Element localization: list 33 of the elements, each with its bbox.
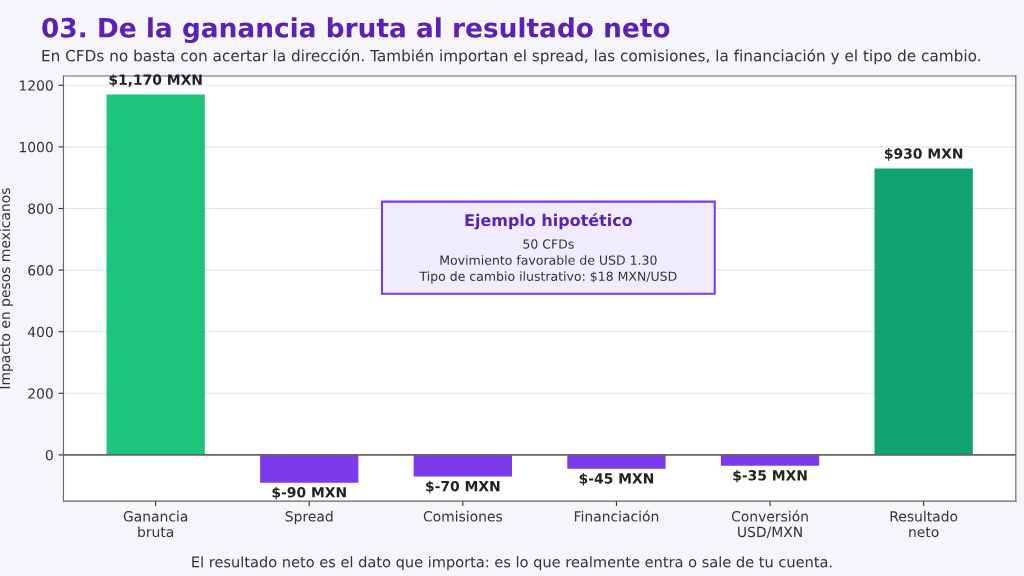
bar xyxy=(106,94,205,455)
x-tick-label: Spread xyxy=(285,510,333,525)
chart-subtitle: En CFDs no basta con acertar la dirección. También importan el spread, las comisiones, la financiación y el tipo de cambio. xyxy=(42,48,980,65)
annotation: Ejemplo hipotético xyxy=(465,213,632,230)
y-tick-label: 0 xyxy=(45,449,53,461)
data-label: $-90 MXN xyxy=(272,486,346,500)
bar xyxy=(413,454,512,477)
y-tick-label: 800 xyxy=(28,203,53,214)
y-tick-label: 400 xyxy=(27,326,53,338)
data-label: $-70 MXN xyxy=(426,480,500,494)
x-tick-label: Ganancia bruta xyxy=(123,510,188,538)
annotation: Movimiento favorable de USD 1.30 xyxy=(440,255,657,265)
chart-title: 03. De la ganancia bruta al resultado neto xyxy=(42,17,670,44)
y-axis-title: Impacto en pesos mexicanos xyxy=(0,188,13,389)
bar xyxy=(260,454,359,483)
text: El resultado neto es el dato que importa: es lo que realmente entra o sale de tu cuenta. xyxy=(192,556,832,571)
y-tick-label: 200 xyxy=(28,388,53,399)
x-tick-label: Resultado neto xyxy=(890,510,958,538)
data-label: $1,170 MXN xyxy=(109,74,202,87)
y-tick-label: 1200 xyxy=(19,80,53,91)
x-tick-label: Comisiones xyxy=(423,510,503,522)
bar xyxy=(874,168,973,455)
x-tick-label: Conversión USD/MXN xyxy=(731,510,808,539)
y-tick-label: 600 xyxy=(28,265,53,276)
x-tick-label: Financiación xyxy=(574,510,659,522)
annotation: 50 CFDs xyxy=(523,239,574,249)
data-label: $-45 MXN xyxy=(579,472,654,486)
y-tick-label: 1000 xyxy=(19,141,53,153)
bar xyxy=(567,454,666,469)
data-label: $930 MXN xyxy=(884,148,963,161)
bar xyxy=(720,454,820,466)
data-label: $-35 MXN xyxy=(733,469,807,483)
annotation: Tipo de cambio ilustrativo: $18 MXN/USD xyxy=(419,271,677,284)
